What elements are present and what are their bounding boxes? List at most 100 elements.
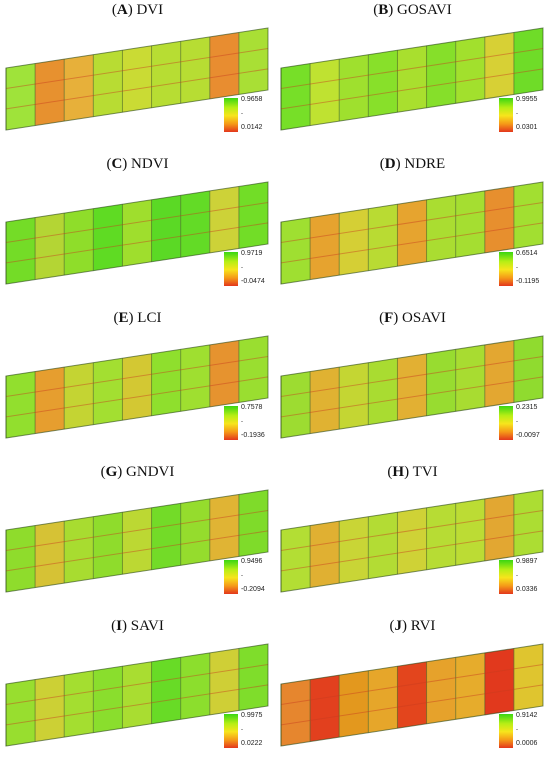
- legend-min: -0.0474: [241, 278, 265, 285]
- legend-tick: -: [241, 111, 243, 117]
- field-outline: [280, 489, 544, 593]
- plot-strip: [310, 675, 340, 742]
- path-line: [5, 355, 269, 397]
- plot-strip: [281, 371, 311, 438]
- panel-g: (G) GNDVI 0.9496 - -0.2094: [0, 462, 275, 616]
- plot-strip: [64, 362, 94, 430]
- color-ramp: [499, 252, 513, 286]
- plot-strip: [513, 182, 543, 249]
- plot-strip: [6, 63, 36, 130]
- plot-strip: [339, 208, 369, 276]
- index-name: OSAVI: [402, 310, 446, 326]
- color-ramp: [224, 714, 238, 748]
- path-line: [280, 68, 544, 110]
- path-line: [5, 663, 269, 705]
- path-line: [280, 47, 544, 89]
- path-line: [5, 68, 269, 110]
- legend-max: 0.9496: [241, 558, 263, 565]
- color-ramp: [499, 714, 513, 748]
- field-map-image: [280, 181, 544, 285]
- plot-strip: [238, 28, 268, 95]
- index-name: GOSAVI: [397, 2, 452, 18]
- plot-strip: [122, 507, 152, 575]
- plot-strip: [35, 59, 65, 126]
- plot-strip: [122, 661, 152, 729]
- legend-tick: -: [241, 265, 243, 271]
- legend-min: 0.0222: [241, 740, 263, 747]
- plot-strip: [64, 516, 94, 584]
- field-map-image: [5, 643, 269, 747]
- color-legend: 0.9719 - -0.0474: [224, 250, 272, 292]
- plot-strip: [35, 367, 65, 434]
- plot-strip: [368, 358, 398, 425]
- legend-tick: -: [241, 419, 243, 425]
- plot-strip: [281, 63, 311, 130]
- plot-strip: [151, 41, 181, 108]
- plot-strip: [484, 186, 514, 253]
- panel-letter: G: [105, 464, 118, 480]
- plot-strip: [180, 498, 210, 566]
- legend-tick: -: [516, 265, 518, 271]
- plot-strip: [484, 32, 514, 99]
- index-name: DVI: [136, 2, 164, 18]
- color-legend: 0.9897 - 0.0336: [499, 558, 547, 600]
- legend-max: 0.7578: [241, 404, 263, 411]
- path-line: [280, 509, 544, 551]
- plot-strip: [35, 521, 65, 588]
- color-ramp: [224, 406, 238, 440]
- plot-strip: [122, 199, 152, 267]
- plot-strip: [93, 666, 123, 733]
- plot-strip: [281, 217, 311, 284]
- plot-strip: [209, 340, 239, 407]
- plot-strip: [281, 679, 311, 746]
- plot-strip: [513, 490, 543, 557]
- field-map-image: [280, 27, 544, 131]
- panel-title: (I) SAVI: [111, 618, 164, 634]
- panel-f: (F) OSAVI 0.2315 - -0.0097: [275, 308, 550, 462]
- legend-min: 0.0301: [516, 124, 538, 131]
- plot-strip: [238, 644, 268, 711]
- panel-a: (A) DVI 0.9658 - 0.0142: [0, 0, 275, 154]
- panel-title: (A) DVI: [111, 2, 164, 18]
- field-outline: [5, 643, 269, 747]
- legend-min: 0.0006: [516, 740, 538, 747]
- plot-strip: [426, 41, 456, 108]
- plot-strip: [368, 50, 398, 117]
- path-line: [5, 376, 269, 418]
- plot-strip: [64, 208, 94, 276]
- plot-strip: [339, 670, 369, 738]
- legend-min: -0.2094: [241, 586, 265, 593]
- plot-strip: [238, 336, 268, 403]
- field-map-image: [280, 643, 544, 747]
- panel-letter: J: [394, 618, 403, 634]
- legend-max: 0.6514: [516, 250, 538, 257]
- plot-strip: [310, 521, 340, 588]
- plot-strip: [209, 648, 239, 715]
- plot-strip: [339, 54, 369, 122]
- panel-title: (H) TVI: [387, 464, 438, 480]
- plot-strip: [397, 353, 427, 421]
- legend-min: -0.0097: [516, 432, 540, 439]
- plot-strip: [151, 195, 181, 262]
- plot-strip: [310, 213, 340, 280]
- panel-title: (E) LCI: [113, 310, 162, 326]
- field-outline: [5, 489, 269, 593]
- plot-strip: [6, 217, 36, 284]
- path-line: [5, 222, 269, 264]
- legend-tick: -: [516, 573, 518, 579]
- plot-strip: [484, 648, 514, 715]
- plot-strip: [180, 190, 210, 258]
- panel-letter: A: [116, 2, 128, 18]
- plot-strip: [35, 675, 65, 742]
- index-name: NDVI: [131, 156, 169, 172]
- legend-min: 0.0336: [516, 586, 538, 593]
- plot-strip: [151, 349, 181, 416]
- legend-max: 0.9897: [516, 558, 538, 565]
- legend-max: 0.9955: [516, 96, 538, 103]
- plot-strip: [368, 204, 398, 271]
- plot-strip: [64, 670, 94, 738]
- plot-strip: [180, 344, 210, 412]
- plot-strip: [513, 644, 543, 711]
- field-map-image: [5, 27, 269, 131]
- index-name: NDRE: [404, 156, 446, 172]
